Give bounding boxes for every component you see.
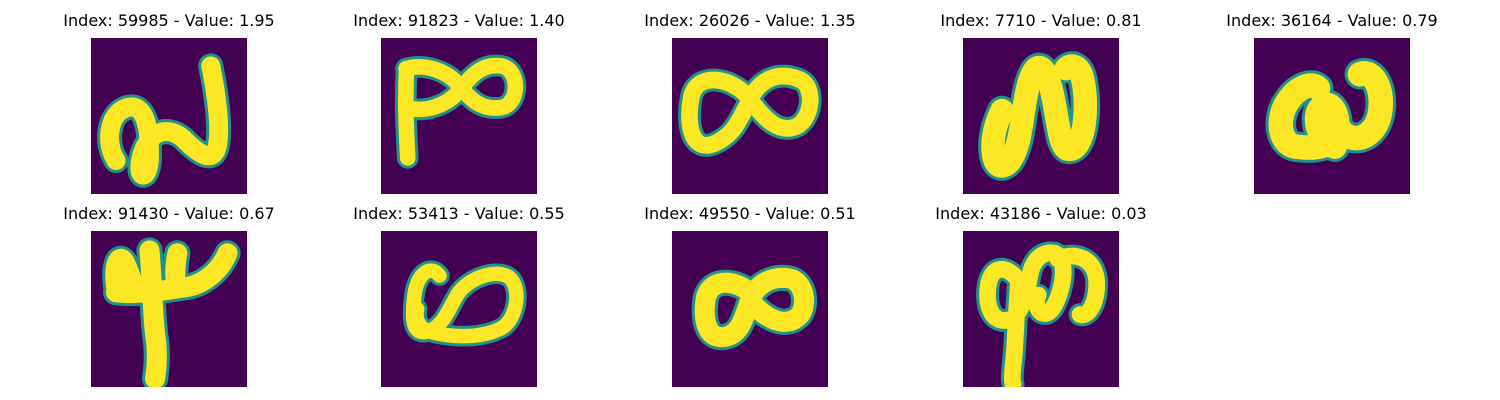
panel-title: Index: 59985 - Value: 1.95 [63, 11, 275, 30]
panel-title: Index: 26026 - Value: 1.35 [644, 11, 856, 30]
panel-title: Index: 43186 - Value: 0.03 [935, 204, 1147, 223]
glyph-core [694, 267, 815, 348]
glyph-strokes [678, 64, 822, 157]
panel-8: Index: 49550 - Value: 0.51 [644, 201, 856, 387]
panel-7: Index: 53413 - Value: 0.55 [353, 201, 565, 387]
panel-4: Index: 7710 - Value: 0.81 [940, 8, 1142, 194]
glyph-strokes [97, 53, 232, 188]
glyph-core [139, 240, 167, 387]
glyph-strokes [394, 54, 527, 169]
panel-3: Index: 26026 - Value: 1.35 [644, 8, 856, 194]
panel-image [672, 38, 828, 194]
glyph-core [398, 57, 524, 118]
glyph-core [1325, 61, 1394, 151]
panel-image [381, 38, 537, 194]
glyph-core [100, 56, 229, 185]
panel-2: Index: 91823 - Value: 1.40 [353, 8, 565, 194]
glyph-strokes [1265, 58, 1397, 163]
panel-6: Index: 91430 - Value: 0.67 [63, 201, 275, 387]
panel-image [91, 38, 247, 194]
glyph-core [981, 54, 1098, 178]
glyph-core [165, 243, 188, 297]
glyph-core [106, 243, 238, 304]
glyph-core [979, 244, 1072, 329]
panel-image [381, 231, 537, 387]
panel-title: Index: 36164 - Value: 0.79 [1226, 11, 1438, 30]
glyph-strokes [691, 264, 818, 351]
glyph-strokes [978, 51, 1101, 181]
glyph-strokes [102, 237, 241, 387]
glyph-core [681, 67, 819, 154]
glyph-core [1049, 247, 1106, 324]
panel-title: Index: 49550 - Value: 0.51 [644, 204, 856, 223]
panel-image [91, 231, 247, 387]
panel-title: Index: 7710 - Value: 0.81 [940, 11, 1142, 30]
glyph-core [405, 263, 524, 344]
panel-image [963, 231, 1119, 387]
panel-title: Index: 53413 - Value: 0.55 [353, 204, 565, 223]
panel-image [1254, 38, 1410, 194]
panel-image [672, 231, 828, 387]
glyph-strokes [402, 260, 527, 347]
panel-1: Index: 59985 - Value: 1.95 [63, 8, 275, 194]
panel-title: Index: 91430 - Value: 0.67 [63, 204, 275, 223]
glyph-core [1003, 272, 1028, 387]
panel-title: Index: 91823 - Value: 1.40 [353, 11, 565, 30]
panel-5: Index: 36164 - Value: 0.79 [1226, 8, 1438, 194]
panel-image [963, 38, 1119, 194]
glyph-strokes [976, 241, 1109, 387]
panel-9: Index: 43186 - Value: 0.03 [935, 201, 1147, 387]
glyph-core [1268, 73, 1350, 160]
